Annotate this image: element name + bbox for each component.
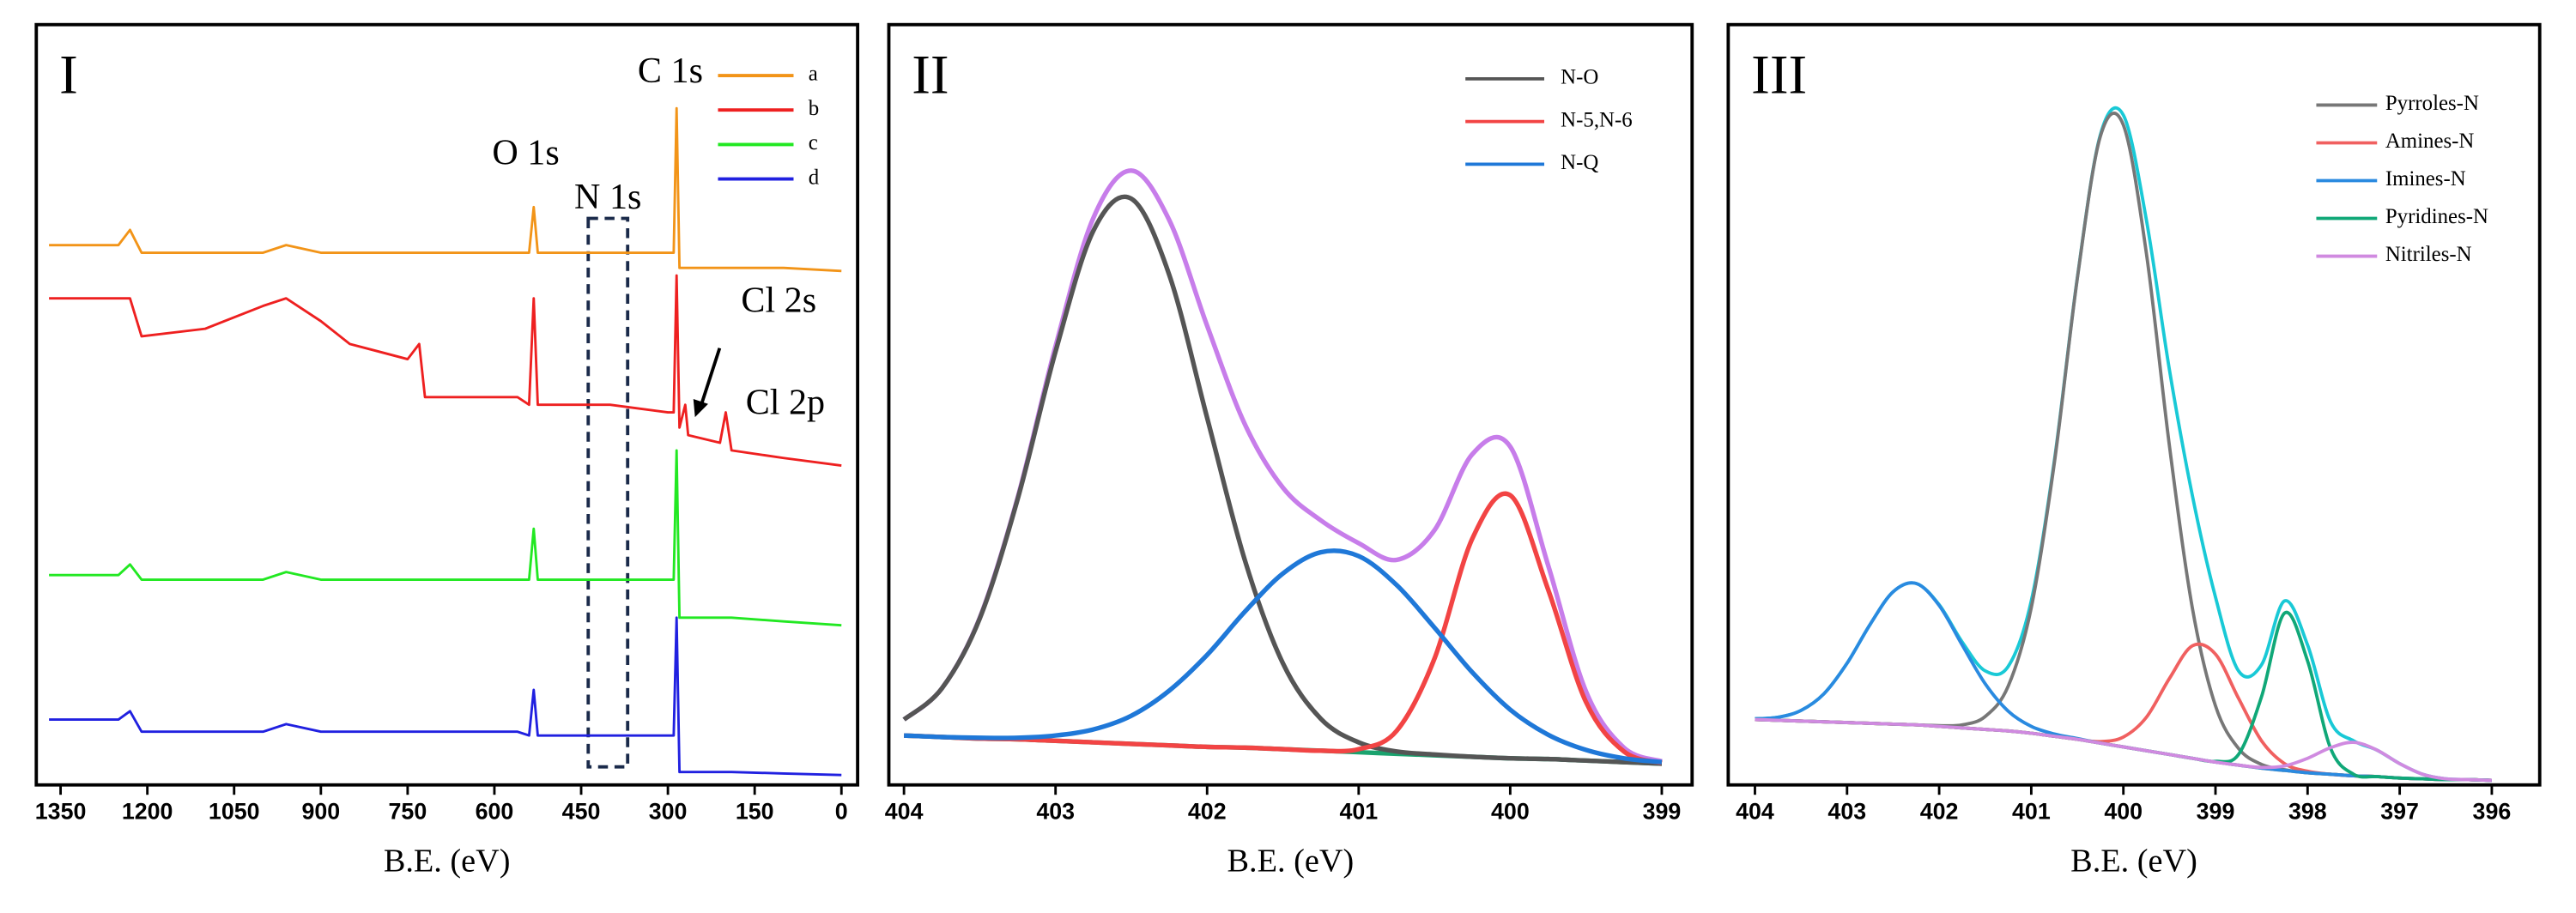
x-axis-label: B.E. (eV) <box>2070 843 2197 879</box>
x-tick-label: 402 <box>1188 798 1227 824</box>
arrow <box>700 348 722 405</box>
x-tick-label: 300 <box>649 798 688 824</box>
plot-frame <box>1726 22 2542 787</box>
legend-label: Pyrroles-N <box>2385 92 2479 115</box>
x-axis-label: B.E. (eV) <box>384 843 511 879</box>
x-tick-label: 403 <box>1827 798 1866 824</box>
spectrum-line <box>49 449 842 627</box>
panel-label: I <box>59 45 78 106</box>
x-tick-label: 0 <box>835 798 848 824</box>
spectrum-line <box>49 616 842 777</box>
x-tick-label: 404 <box>1736 798 1774 824</box>
x-axis-label: B.E. (eV) <box>1227 843 1355 879</box>
spectrum-line <box>904 548 1663 765</box>
x-tick-label: 399 <box>2197 798 2235 824</box>
x-tick-label: 150 <box>736 798 774 824</box>
x-tick-label: 401 <box>2012 798 2051 824</box>
x-tick-label: 398 <box>2288 798 2327 824</box>
legend-label: Nitriles-N <box>2385 243 2472 266</box>
plot-frame <box>887 22 1694 787</box>
panel-label: II <box>912 45 949 106</box>
legend-label: N-O <box>1561 66 1598 89</box>
x-tick-label: 397 <box>2380 798 2419 824</box>
arrow-head <box>693 399 708 418</box>
legend-label: Pyridines-N <box>2385 205 2488 228</box>
x-tick-label: 404 <box>885 798 924 824</box>
x-tick-label: 402 <box>1920 798 1959 824</box>
x-tick-label: 600 <box>476 798 514 824</box>
x-tick-label: 400 <box>2104 798 2143 824</box>
x-tick-label: 400 <box>1491 798 1530 824</box>
spectrum-line <box>1755 106 2492 783</box>
peak-annotation: Cl 2s <box>741 281 816 321</box>
spectrum-line <box>49 274 842 468</box>
legend-label: c <box>809 131 818 154</box>
legend-label: N-5,N-6 <box>1561 108 1633 131</box>
spectrum-line <box>1755 717 2492 783</box>
x-tick-label: 450 <box>562 798 601 824</box>
n1s-region-box <box>586 216 630 769</box>
x-tick-label: 750 <box>389 798 427 824</box>
legend-label: N-Q <box>1561 151 1598 174</box>
spectrum-line <box>1755 717 2492 783</box>
x-tick-label: 1200 <box>122 798 173 824</box>
legend-label: Amines-N <box>2385 130 2475 153</box>
spectrum-line <box>49 106 842 273</box>
spectrum-line <box>1755 112 2492 783</box>
x-tick-label: 401 <box>1339 798 1378 824</box>
peak-annotation: O 1s <box>492 132 559 172</box>
spectrum-line <box>1755 642 2492 783</box>
spectrum-line <box>1755 610 2492 783</box>
spectrum-line <box>902 168 1663 764</box>
panel-label: III <box>1751 45 1807 106</box>
legend-label: Imines-N <box>2385 167 2466 190</box>
x-tick-label: 399 <box>1643 798 1682 824</box>
plot-frame <box>34 22 860 787</box>
legend-label: b <box>809 97 819 120</box>
x-tick-label: 403 <box>1036 798 1075 824</box>
legend-label: a <box>809 63 818 86</box>
peak-annotation: Cl 2p <box>746 382 825 422</box>
legend-label: d <box>809 166 820 189</box>
spectrum-line <box>904 491 1663 765</box>
x-tick-label: 1350 <box>35 798 87 824</box>
x-tick-label: 396 <box>2473 798 2512 824</box>
spectrum-line <box>902 194 1663 766</box>
x-tick-label: 1050 <box>209 798 260 824</box>
peak-annotation: N 1s <box>574 177 641 217</box>
x-tick-label: 900 <box>301 798 340 824</box>
peak-annotation: C 1s <box>638 51 703 91</box>
